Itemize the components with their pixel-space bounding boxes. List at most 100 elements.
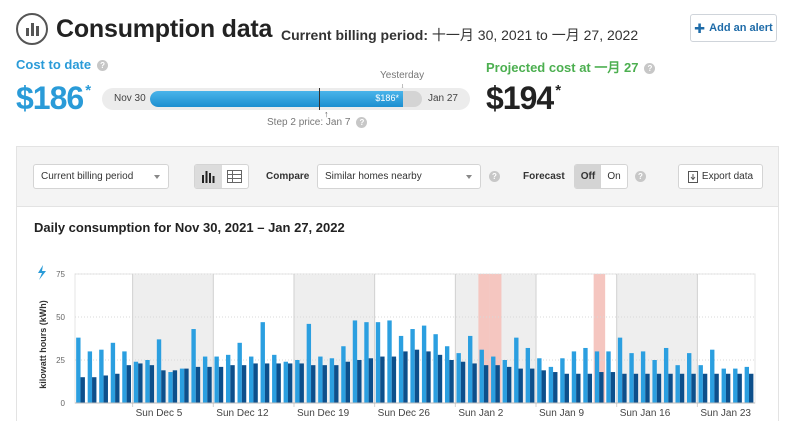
- bar-home: [110, 342, 116, 403]
- bar-home: [652, 360, 657, 403]
- bar-similar-homes: [426, 351, 431, 403]
- consumption-panel: Current billing period Compare Similar h…: [16, 146, 779, 421]
- bar-chart-view-button[interactable]: [195, 165, 222, 188]
- bar-similar-homes: [311, 365, 316, 403]
- x-tick-label: Sun Jan 16: [620, 408, 671, 419]
- bar-similar-homes: [287, 363, 293, 403]
- bar-similar-homes: [656, 373, 662, 403]
- bar-home: [191, 329, 196, 403]
- x-tick-label: Sun Dec 19: [297, 408, 350, 419]
- bar-home: [179, 368, 185, 403]
- projected-cost-value: $194 *: [486, 80, 561, 117]
- bar-similar-homes: [725, 373, 731, 403]
- bar-similar-homes: [172, 370, 178, 403]
- step-price-highlight: [478, 274, 490, 403]
- bar-home: [341, 346, 346, 403]
- bar-similar-homes: [207, 366, 212, 403]
- bar-home: [318, 356, 323, 403]
- bar-similar-homes: [391, 356, 397, 403]
- export-data-label: Export data: [701, 171, 754, 182]
- bar-similar-homes: [495, 365, 500, 403]
- help-icon[interactable]: ?: [356, 117, 368, 128]
- bar-home: [583, 347, 588, 403]
- y-tick-label: 0: [61, 399, 66, 408]
- x-tick-label: Sun Jan 2: [458, 408, 503, 419]
- billing-period-value: 十一月 30, 2021 to 一月 27, 2022: [431, 27, 639, 43]
- bar-home: [329, 358, 335, 403]
- bar-similar-homes: [218, 366, 224, 403]
- bar-similar-homes: [403, 351, 408, 403]
- bar-similar-homes: [599, 372, 604, 403]
- cost-to-date-value: $186 *: [16, 80, 91, 117]
- bar-similar-homes: [149, 365, 155, 403]
- y-tick-label: 75: [56, 270, 65, 279]
- table-view-button[interactable]: [222, 165, 249, 188]
- bar-home: [202, 356, 208, 403]
- bar-similar-homes: [737, 373, 742, 403]
- bar-similar-homes: [668, 373, 673, 403]
- bar-chart-circle-icon: [16, 13, 48, 45]
- progress-fill: $186*: [150, 91, 403, 107]
- bar-home: [145, 360, 150, 403]
- bar-home: [640, 351, 646, 403]
- bar-home: [537, 358, 542, 403]
- bar-similar-homes: [184, 368, 189, 403]
- bar-similar-homes: [161, 370, 166, 403]
- bar-home: [87, 351, 93, 403]
- compare-select[interactable]: Similar homes nearby: [317, 164, 481, 189]
- bar-home: [479, 349, 484, 403]
- cost-to-date-label-text: Cost to date: [16, 57, 92, 72]
- bar-home: [410, 329, 415, 403]
- help-icon[interactable]: ?: [635, 171, 646, 182]
- bar-home: [698, 365, 703, 403]
- table-icon: [227, 170, 243, 183]
- bar-similar-homes: [633, 373, 639, 403]
- y-tick-label: 25: [56, 356, 65, 365]
- period-select-value: Current billing period: [41, 171, 134, 182]
- help-icon[interactable]: ?: [97, 60, 109, 72]
- bar-similar-homes: [115, 373, 120, 403]
- bar-similar-homes: [276, 363, 281, 403]
- bar-home: [225, 354, 231, 403]
- bar-home: [456, 353, 461, 403]
- bar-home: [306, 323, 312, 403]
- bar-home: [548, 366, 554, 403]
- plus-icon: ✚: [694, 20, 706, 36]
- add-alert-button[interactable]: ✚ Add an alert: [690, 14, 777, 42]
- bar-home: [214, 356, 219, 403]
- progress-fill-text: $186*: [375, 93, 399, 103]
- help-icon[interactable]: ?: [644, 63, 656, 75]
- projected-cost-label: Projected cost at 一月 27?: [486, 57, 656, 76]
- x-tick-label: Sun Dec 12: [216, 408, 269, 419]
- bar-similar-homes: [103, 375, 108, 403]
- bar-similar-homes: [322, 365, 327, 403]
- bar-home: [237, 342, 242, 403]
- bar-home: [721, 368, 726, 403]
- bar-similar-homes: [138, 363, 143, 403]
- bar-home: [99, 349, 104, 403]
- bar-similar-homes: [334, 365, 339, 403]
- progress-start-label: Nov 30: [114, 93, 146, 104]
- forecast-on-button[interactable]: On: [607, 171, 621, 182]
- bar-home: [122, 351, 127, 403]
- forecast-off-button[interactable]: Off: [575, 165, 601, 188]
- bar-similar-homes: [587, 373, 593, 403]
- bar-similar-homes: [414, 349, 420, 403]
- compare-select-value: Similar homes nearby: [325, 171, 422, 182]
- bar-similar-homes: [449, 360, 454, 403]
- yesterday-label: Yesterday: [380, 70, 425, 81]
- export-data-button[interactable]: Export data: [678, 164, 763, 189]
- billing-period-label: Current billing period:: [281, 27, 428, 43]
- bar-home: [283, 361, 288, 403]
- footnote-mark: *: [85, 82, 91, 99]
- x-tick-label: Sun Jan 9: [539, 408, 584, 419]
- help-icon[interactable]: ?: [489, 171, 500, 182]
- bar-similar-homes: [92, 377, 97, 403]
- bar-home: [594, 351, 600, 403]
- bar-home: [352, 320, 358, 403]
- bar-chart-icon: [201, 171, 215, 183]
- period-select[interactable]: Current billing period: [33, 164, 169, 189]
- cost-to-date-amount: $186: [16, 80, 84, 116]
- bar-home: [744, 366, 750, 403]
- bar-home: [560, 358, 565, 403]
